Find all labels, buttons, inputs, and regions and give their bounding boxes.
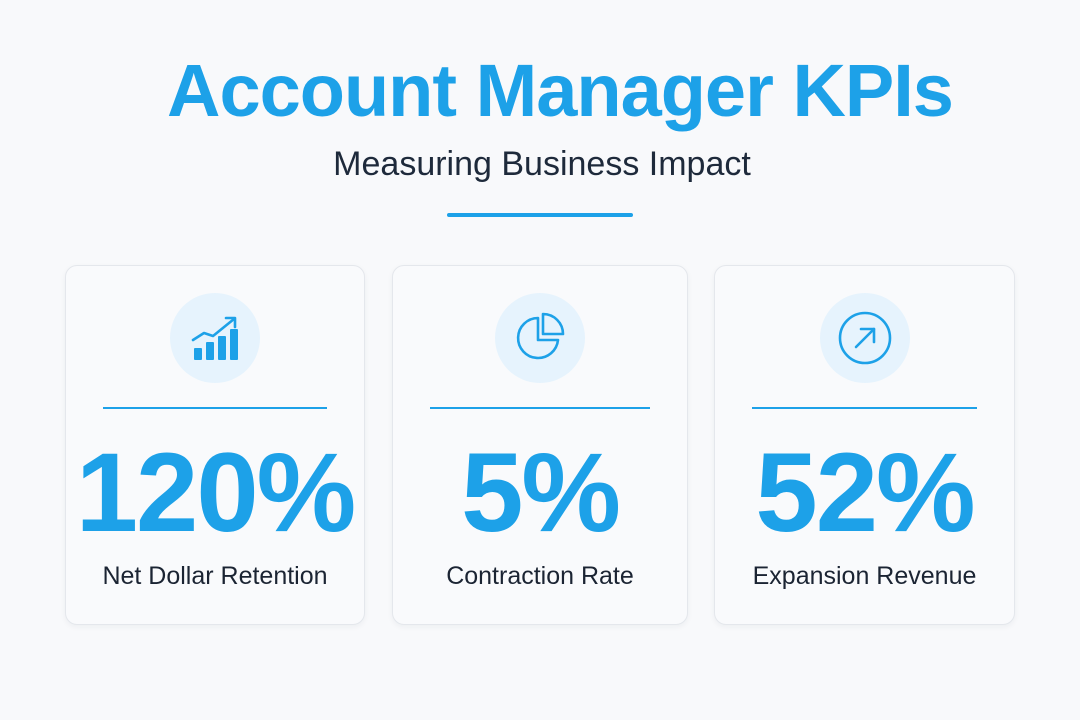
kpi-card-net-dollar-retention: 120% Net Dollar Retention [65, 265, 365, 625]
kpi-value: 52% [755, 430, 975, 555]
kpi-label: Net Dollar Retention [102, 562, 328, 590]
trending-up-bar-chart-icon [191, 316, 238, 360]
page-title: Account Manager KPIs [167, 49, 954, 132]
icon-badge [170, 293, 260, 383]
icon-badge [819, 293, 910, 383]
arrow-up-right-circle-icon [838, 311, 891, 365]
kpi-card-expansion-revenue: 52% Expansion Revenue [714, 265, 1015, 625]
kpi-label: Expansion Revenue [752, 562, 977, 590]
card-divider [103, 407, 327, 409]
kpi-label: Contraction Rate [446, 562, 634, 590]
kpi-value: 5% [461, 430, 621, 555]
kpi-card-contraction-rate: 5% Contraction Rate [392, 265, 688, 625]
page-subtitle: Measuring Business Impact [333, 145, 751, 183]
pie-chart-icon [516, 312, 565, 360]
icon-badge [495, 293, 585, 383]
title-divider [447, 213, 633, 217]
kpi-value: 120% [75, 430, 356, 555]
card-divider [430, 407, 650, 409]
card-divider [752, 407, 977, 409]
